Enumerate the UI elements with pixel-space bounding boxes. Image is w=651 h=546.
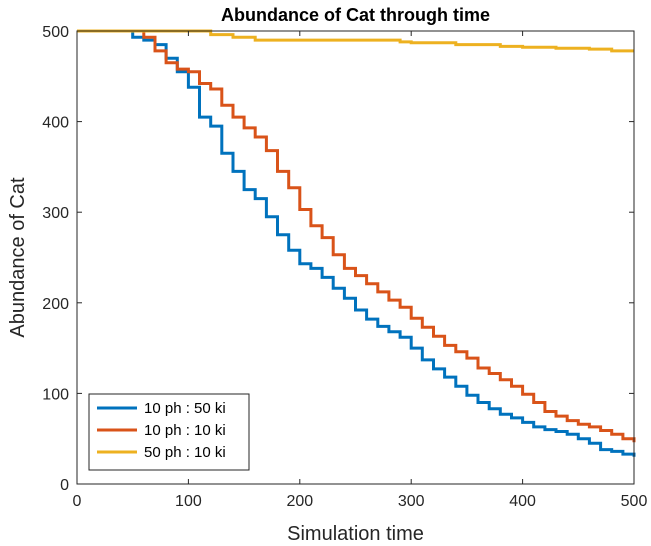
legend-label-2: 10 ph : 10 ki [144,422,226,439]
x-tick-label: 500 [621,493,648,510]
axes-box [76,30,635,485]
y-axis-label: Abundance of Cat [7,177,29,338]
x-axis-label: Simulation time [287,523,424,545]
x-tick-label: 0 [73,493,82,510]
y-tick-label: 500 [42,24,69,41]
legend-label-3: 50 ph : 10 ki [144,444,226,461]
series-line-1 [77,29,636,457]
series-layer [77,29,636,457]
x-tick-label: 400 [509,493,536,510]
y-tick-label: 100 [42,386,69,403]
series-line-2 [77,29,636,443]
y-tick-label: 0 [60,477,69,494]
y-tick-label: 200 [42,296,69,313]
x-tick-label: 100 [175,493,202,510]
x-tick-label: 300 [398,493,425,510]
chart-title: Abundance of Cat through time [221,5,490,25]
legend: 10 ph : 50 ki 10 ph : 10 ki 50 ph : 10 ki [88,393,250,471]
y-tick-label: 400 [42,115,69,132]
legend-label-1: 10 ph : 50 ki [144,400,226,417]
x-tick-label: 200 [286,493,313,510]
series-line-3 [77,29,634,53]
ticks-layer: 0 100 200 300 400 500 0 100 200 300 400 500 [42,24,647,510]
y-tick-label: 300 [42,205,69,222]
